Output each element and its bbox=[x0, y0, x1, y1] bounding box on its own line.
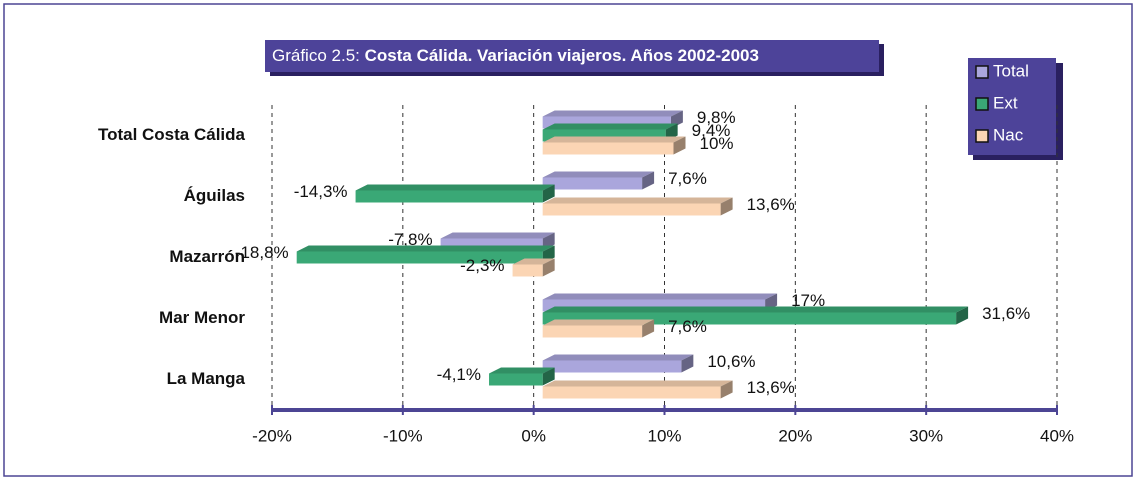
bar-top bbox=[542, 136, 686, 143]
bar bbox=[355, 190, 543, 203]
bar-side bbox=[642, 171, 655, 190]
x-tick-label: 40% bbox=[1040, 426, 1074, 445]
bar-top bbox=[542, 293, 778, 300]
value-label: 10,6% bbox=[707, 352, 755, 371]
x-tick-label: 30% bbox=[909, 426, 943, 445]
bar-top bbox=[355, 184, 555, 191]
value-label: 13,6% bbox=[747, 195, 795, 214]
x-tick-label: -20% bbox=[252, 426, 292, 445]
y-tick-label: Mar Menor bbox=[159, 308, 245, 327]
x-tick-label: 20% bbox=[778, 426, 812, 445]
bar-side bbox=[720, 197, 733, 216]
bar-side bbox=[681, 354, 694, 373]
value-label: -4,1% bbox=[437, 365, 481, 384]
bar bbox=[542, 203, 721, 216]
bar-top bbox=[542, 319, 655, 326]
legend-label: Total bbox=[993, 61, 1029, 80]
bar bbox=[542, 177, 643, 190]
y-tick-label: La Manga bbox=[167, 369, 246, 388]
chart-title: Gráfico 2.5: Costa Cálida. Variación via… bbox=[272, 46, 759, 65]
bar-side bbox=[542, 367, 555, 386]
bar-top bbox=[542, 123, 678, 130]
bar bbox=[542, 142, 674, 155]
value-label: -18,8% bbox=[235, 243, 289, 262]
bar-top bbox=[542, 171, 655, 178]
bar-top bbox=[542, 306, 969, 313]
y-tick-label: Total Costa Cálida bbox=[98, 125, 246, 144]
legend-label: Ext bbox=[993, 93, 1018, 112]
bar-top bbox=[542, 354, 694, 361]
bar-top bbox=[542, 110, 683, 117]
bar-top bbox=[542, 197, 733, 204]
bar-side bbox=[542, 184, 555, 203]
value-label: 31,6% bbox=[982, 304, 1030, 323]
title-text: Costa Cálida. Variación viajeros. Años 2… bbox=[365, 46, 759, 65]
value-label: 7,6% bbox=[668, 169, 707, 188]
title-label: Gráfico 2.5: bbox=[272, 46, 360, 65]
value-label: -7,8% bbox=[388, 230, 432, 249]
bar bbox=[542, 325, 643, 338]
bar bbox=[542, 386, 721, 399]
bar-side bbox=[673, 136, 686, 155]
value-label: 13,6% bbox=[747, 378, 795, 397]
bar-side bbox=[542, 258, 555, 277]
legend-swatch bbox=[975, 129, 989, 143]
bar bbox=[296, 251, 543, 264]
bar bbox=[542, 360, 682, 373]
value-label: 7,6% bbox=[668, 317, 707, 336]
y-tick-label: Águilas bbox=[184, 186, 245, 205]
bar-side bbox=[720, 380, 733, 399]
x-tick-label: 10% bbox=[647, 426, 681, 445]
x-tick-label: -10% bbox=[383, 426, 423, 445]
value-label: 9,8% bbox=[697, 108, 736, 127]
bar-side bbox=[956, 306, 969, 325]
value-label: 10% bbox=[700, 134, 734, 153]
bar-top bbox=[296, 245, 555, 252]
bar-top bbox=[542, 380, 733, 387]
title-box bbox=[265, 40, 879, 72]
legend-swatch bbox=[975, 97, 989, 111]
x-tick-label: 0% bbox=[521, 426, 546, 445]
bar-top bbox=[440, 232, 555, 239]
bar bbox=[489, 373, 543, 386]
value-label: 9,4% bbox=[692, 121, 731, 140]
bar-top bbox=[512, 258, 555, 265]
value-label: 17% bbox=[791, 291, 825, 310]
bar-side bbox=[642, 319, 655, 338]
bar-top bbox=[489, 367, 555, 374]
y-tick-label: Mazarrón bbox=[169, 247, 245, 266]
bar bbox=[512, 264, 543, 277]
value-label: -2,3% bbox=[460, 256, 504, 275]
legend-swatch bbox=[975, 65, 989, 79]
value-label: -14,3% bbox=[294, 182, 348, 201]
legend-label: Nac bbox=[993, 125, 1024, 144]
